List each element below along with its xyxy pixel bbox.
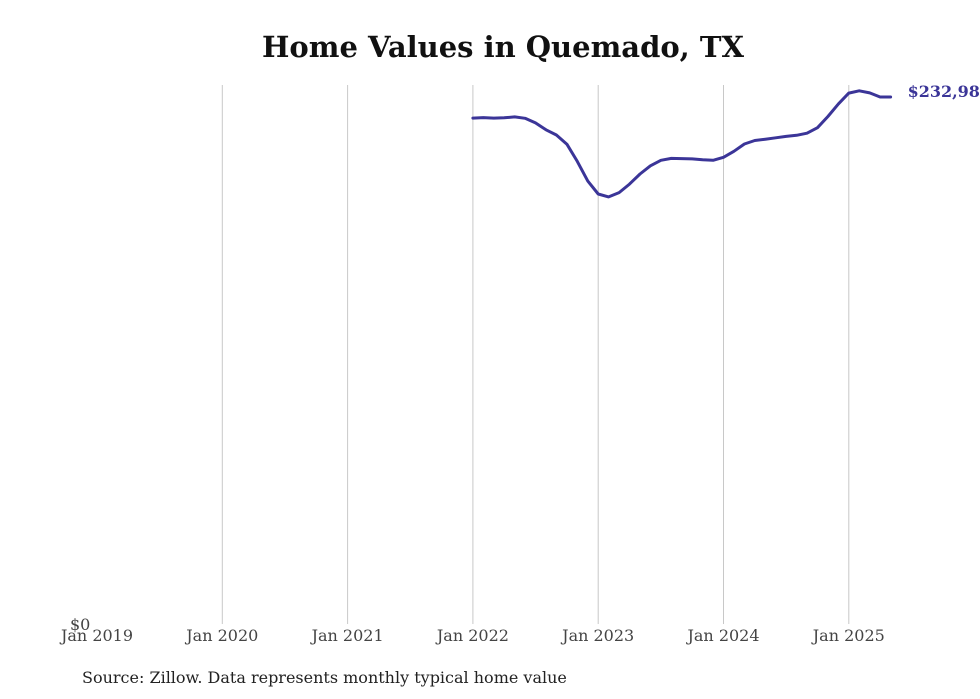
x-tick-label: Jan 2019	[59, 626, 133, 645]
x-tick-label: Jan 2023	[560, 626, 634, 645]
series-layer: $232,984	[471, 82, 980, 199]
series-line	[471, 89, 893, 199]
y-tick-label: $0	[70, 615, 90, 634]
end-value-label: $232,984	[908, 82, 980, 101]
source-note: Source: Zillow. Data represents monthly …	[82, 668, 567, 687]
x-tick-label: Jan 2021	[310, 626, 384, 645]
chart-title: Home Values in Quemado, TX	[262, 30, 744, 64]
x-axis: Jan 2019 Jan 2020 Jan 2021 Jan 2022 Jan 2023…	[59, 615, 885, 645]
x-tick-label: Jan 2022	[435, 626, 509, 645]
x-tick-label: Jan 2024	[685, 626, 759, 645]
grid-lines	[221, 85, 850, 624]
x-tick-label: Jan 2025	[811, 626, 885, 645]
x-tick-label: Jan 2020	[184, 626, 258, 645]
